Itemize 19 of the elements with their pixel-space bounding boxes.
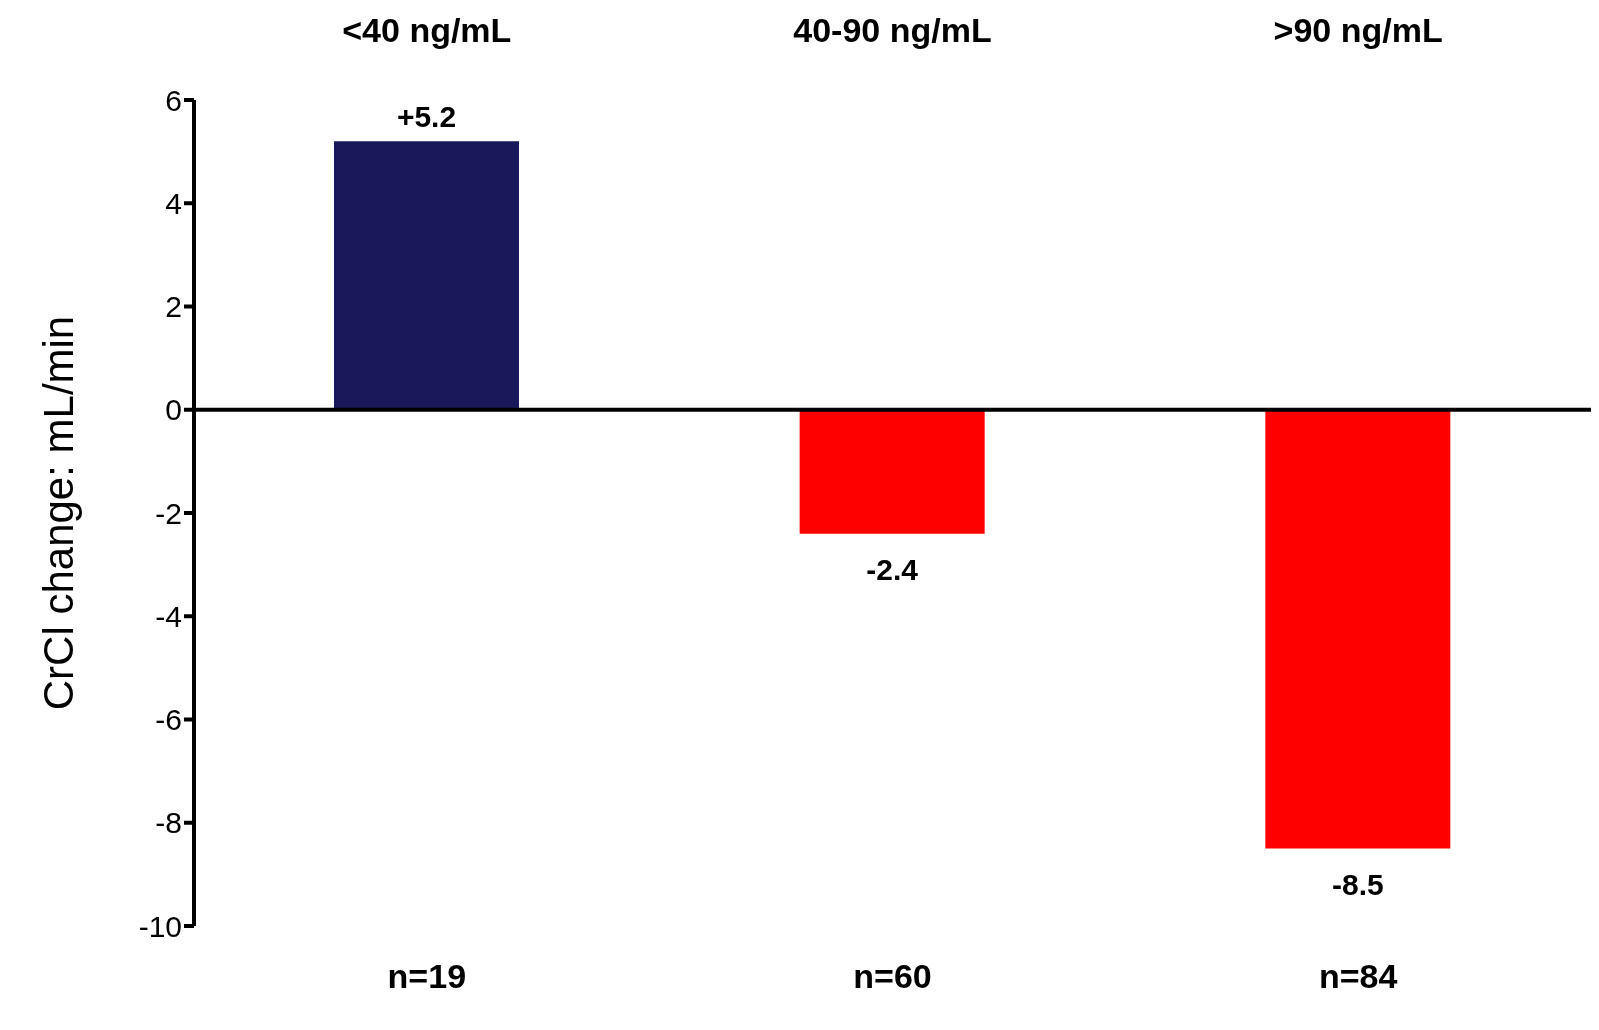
y-tick-label: 4 — [165, 186, 182, 220]
x-tick-label: <40 ng/mL — [342, 11, 512, 49]
x-tick-label: 40-90 ng/mL — [793, 11, 992, 49]
y-tick-label: -10 — [138, 909, 182, 943]
x-tick-label: >90 ng/mL — [1273, 11, 1443, 49]
data-label: -2.4 — [866, 552, 919, 586]
y-tick-label: -4 — [155, 599, 182, 633]
data-label: -8.5 — [1331, 867, 1384, 901]
text: n=19 — [387, 957, 467, 996]
y-tick-label: 2 — [165, 290, 182, 324]
y-tick-label: -2 — [155, 496, 182, 530]
text: n=60 — [853, 957, 932, 996]
y-tick-label: -6 — [155, 703, 182, 737]
y-tick-label: 0 — [165, 393, 182, 427]
data-label: +5.2 — [396, 100, 457, 134]
y-tick-label: 6 — [165, 83, 182, 117]
y-axis-title: CrCl change: mL/min — [34, 315, 82, 711]
y-tick-label: -8 — [155, 806, 182, 840]
text: n=84 — [1318, 957, 1398, 996]
